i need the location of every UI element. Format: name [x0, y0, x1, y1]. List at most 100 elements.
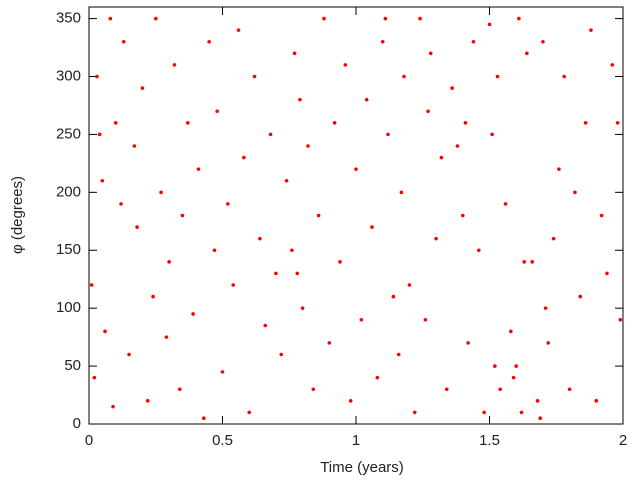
- scatter-point: [495, 74, 500, 79]
- scatter-point: [95, 74, 99, 79]
- scatter-point: [292, 51, 297, 56]
- scatter-point: [594, 399, 599, 403]
- scatter-point: [509, 329, 513, 334]
- scatter-point: [610, 63, 615, 67]
- scatter-point: [354, 167, 358, 171]
- scatter-point: [103, 329, 107, 334]
- scatter-point: [615, 121, 620, 125]
- scatter-point: [543, 306, 548, 310]
- x-tick-label: 0: [85, 432, 93, 449]
- y-tick-label: 150: [56, 241, 81, 258]
- scatter-point: [477, 248, 481, 253]
- scatter-point: [263, 323, 268, 328]
- scatter-point: [418, 16, 422, 21]
- scatter-point: [159, 190, 163, 195]
- scatter-point: [444, 387, 449, 392]
- scatter-point: [113, 121, 118, 125]
- scatter-point: [546, 341, 551, 345]
- scatter-point: [364, 97, 369, 102]
- x-tick-label: 2: [619, 432, 627, 449]
- scatter-point: [177, 387, 182, 392]
- y-tick-label: 250: [56, 125, 81, 142]
- scatter-point: [180, 213, 185, 218]
- scatter-point: [191, 312, 195, 316]
- scatter-point: [196, 167, 201, 171]
- scatter-point: [522, 260, 527, 264]
- scatter-point: [583, 121, 588, 125]
- scatter-point: [207, 39, 211, 44]
- scatter-point: [108, 16, 113, 21]
- scatter-point: [386, 132, 390, 137]
- scatter-point: [426, 109, 430, 114]
- scatter-point: [298, 97, 302, 102]
- scatter-point: [220, 370, 225, 374]
- scatter-point: [185, 121, 190, 125]
- y-tick-label: 350: [56, 10, 81, 27]
- scatter-point: [503, 202, 508, 206]
- scatter-point: [471, 39, 476, 44]
- scatter-point: [511, 375, 516, 380]
- scatter-point: [517, 16, 521, 21]
- y-tick-label: 0: [73, 415, 81, 432]
- scatter-point: [252, 74, 257, 79]
- scatter-point: [557, 167, 561, 171]
- scatter-point: [215, 109, 219, 114]
- scatter-point: [498, 387, 502, 392]
- scatter-point: [236, 28, 241, 32]
- scatter-point: [332, 121, 337, 125]
- scatter-point: [396, 352, 401, 357]
- scatter-point: [212, 248, 217, 253]
- scatter-point: [375, 375, 380, 380]
- x-tick-label: 1: [352, 432, 360, 449]
- scatter-point: [316, 213, 321, 218]
- scatter-point: [461, 213, 465, 218]
- scatter-point: [487, 22, 492, 27]
- scatter-point: [391, 294, 396, 299]
- scatter-point: [343, 63, 348, 67]
- scatter-point: [455, 144, 460, 148]
- scatter-point: [279, 352, 284, 357]
- scatter-point: [482, 410, 486, 415]
- scatter-point: [538, 416, 543, 421]
- y-axis-label: φ (degrees): [9, 176, 26, 254]
- x-tick-label: 0.5: [212, 432, 233, 449]
- scatter-point: [164, 335, 169, 339]
- scatter-point: [466, 341, 470, 345]
- scatter-point: [97, 132, 102, 137]
- scatter-point: [541, 39, 545, 44]
- x-tick-label: 1.5: [479, 432, 500, 449]
- scatter-point: [463, 121, 468, 125]
- scatter-point: [327, 341, 332, 345]
- scatter-point: [295, 271, 300, 276]
- scatter-point: [439, 155, 444, 160]
- scatter-point: [399, 190, 404, 195]
- scatter-point: [153, 16, 158, 21]
- scatter-point: [135, 225, 139, 229]
- scatter-point: [530, 260, 535, 264]
- scatter-point: [359, 317, 364, 322]
- scatter-point: [599, 213, 604, 218]
- scatter-point: [380, 39, 385, 44]
- scatter-point: [605, 271, 609, 276]
- scatter-point: [172, 63, 177, 67]
- scatter-point: [493, 364, 497, 368]
- scatter-point: [290, 248, 294, 253]
- scatter-point: [300, 306, 305, 310]
- scatter-point: [525, 51, 529, 56]
- y-tick-label: 100: [56, 299, 81, 316]
- scatter-point: [450, 86, 454, 90]
- scatter-point: [268, 132, 273, 137]
- scatter-point: [423, 317, 428, 322]
- scatter-point: [402, 74, 406, 79]
- scatter-point: [89, 283, 94, 287]
- scatter-point: [338, 260, 342, 264]
- scatter-point: [383, 16, 388, 21]
- scatter-point: [226, 202, 230, 206]
- scatter-point: [434, 236, 438, 241]
- scatter-point: [145, 399, 150, 403]
- scatter-point: [140, 86, 145, 90]
- scatter-point: [573, 190, 577, 195]
- x-axis-label: Time (years): [320, 459, 404, 476]
- scatter-point: [348, 399, 353, 403]
- plot-frame: [88, 6, 624, 425]
